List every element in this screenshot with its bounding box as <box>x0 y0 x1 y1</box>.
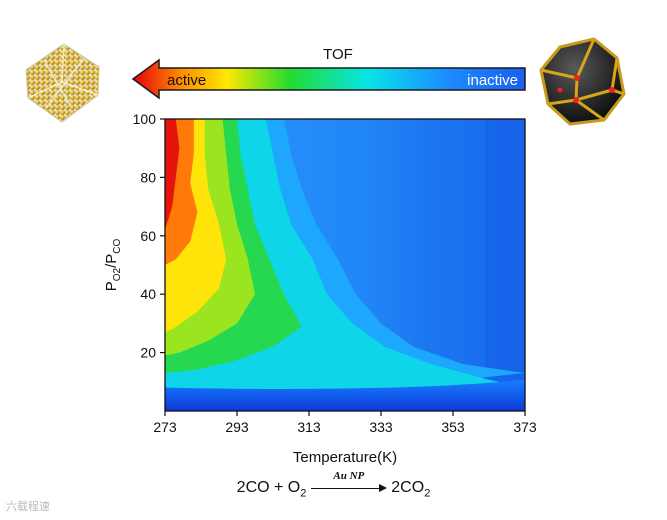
equation-right-sub: 2 <box>424 487 431 500</box>
y-tick-label: 40 <box>140 286 156 302</box>
y-tick-label: 60 <box>140 228 156 244</box>
colorbar-title: TOF <box>323 46 353 63</box>
equation-right: 2CO <box>391 479 425 497</box>
colorbar-high-label: inactive <box>467 72 518 89</box>
blue-fringe-2 <box>485 119 525 411</box>
y-axis-label: PO2/PCO <box>103 239 123 292</box>
x-tick-label: 313 <box>297 419 321 435</box>
y-tick-label: 20 <box>140 345 156 361</box>
y-tick-label: 100 <box>133 111 157 127</box>
x-tick-label: 333 <box>369 419 393 435</box>
x-tick-label: 293 <box>225 419 249 435</box>
x-tick-label: 373 <box>513 419 537 435</box>
inactive-nanoparticle-image <box>539 37 626 126</box>
y-label-mid: /P <box>103 254 120 268</box>
x-axis-label: Temperature(K) <box>293 449 397 466</box>
watermark-text: 六载程速 <box>6 501 50 513</box>
contour-region-red <box>165 119 180 411</box>
y-label-sub1: O2 <box>112 267 123 281</box>
y-label-sub2: CO <box>112 239 123 254</box>
arrow-head <box>378 484 387 492</box>
colorbar-low-label: active <box>167 72 206 89</box>
catalyst-label: Au NP <box>333 470 365 482</box>
equation-left: 2CO + O <box>236 479 301 497</box>
equation-left-sub: 2 <box>300 487 307 500</box>
low-pressure-blue-band <box>165 379 525 411</box>
x-tick-label: 273 <box>153 419 177 435</box>
contour-plot-area <box>165 119 525 411</box>
plot-frame <box>164 118 526 412</box>
reaction-arrow: Au NP <box>310 470 387 498</box>
active-nanoparticle-image <box>25 43 100 123</box>
colorbar-arrow <box>131 58 526 100</box>
x-tick-label: 353 <box>441 419 465 435</box>
arrow-line <box>310 488 381 489</box>
y-tick-label: 80 <box>140 169 156 185</box>
reaction-equation: 2CO + O2 Au NP 2CO2 <box>0 470 667 500</box>
y-label-main: P <box>103 281 120 291</box>
